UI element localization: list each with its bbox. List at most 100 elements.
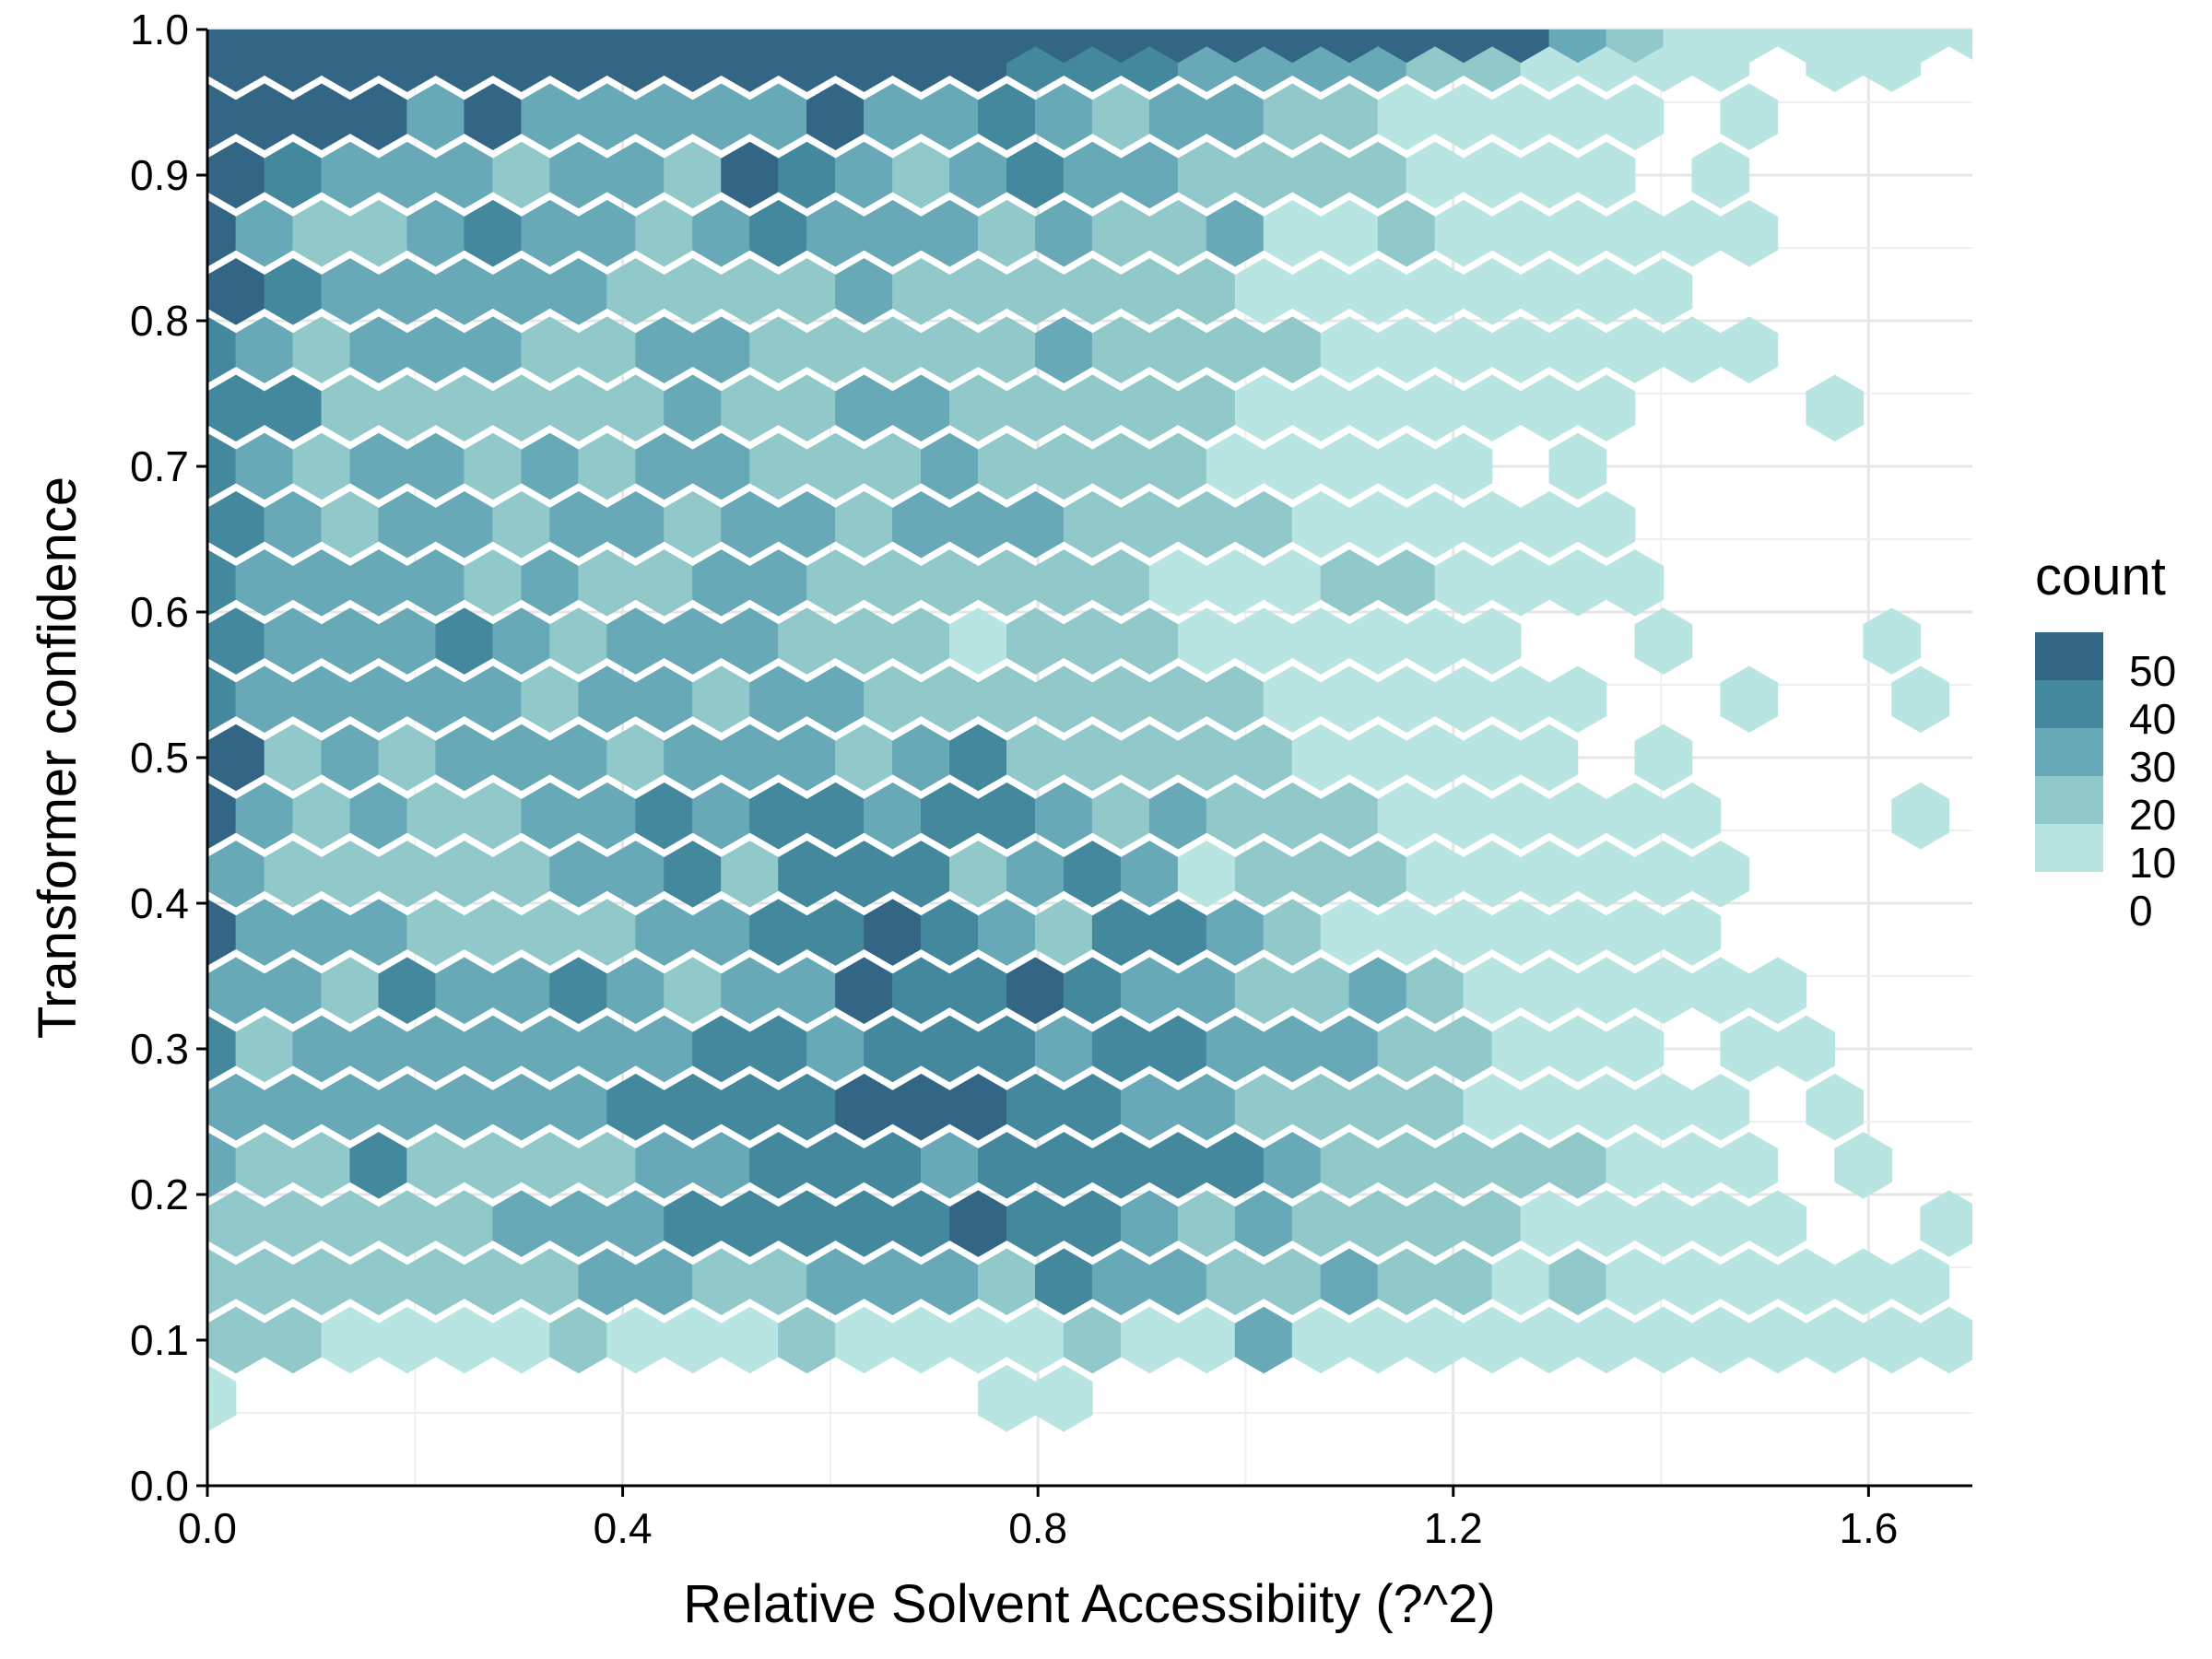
- hexbin-cell: [1463, 141, 1522, 209]
- hexbin-cell: [1206, 1248, 1265, 1316]
- hexbin-cell: [349, 665, 408, 734]
- hexbin-cell: [264, 258, 323, 325]
- hexbin-cell: [264, 374, 323, 442]
- y-tick-label: 0.7: [130, 442, 189, 490]
- hexbin-cell: [664, 490, 722, 559]
- hexbin-cell: [892, 1306, 950, 1374]
- hexbin-cell: [721, 490, 779, 559]
- hexbin-cell: [292, 199, 351, 267]
- hexbin-cell: [1406, 957, 1465, 1025]
- hexbin-cell: [606, 607, 665, 675]
- y-tick-label: 0.1: [130, 1316, 189, 1364]
- hexbin-cell: [664, 141, 722, 209]
- hexbin-cell: [1406, 724, 1465, 792]
- hexbin-cell: [1406, 490, 1465, 559]
- hexbin-cell: [521, 316, 580, 383]
- hexbin-cell: [749, 899, 807, 966]
- hexbin-cell: [635, 1015, 693, 1083]
- hexbin-cell: [1720, 1015, 1779, 1083]
- hexbin-cell: [549, 724, 608, 792]
- hexbin-cell: [635, 29, 693, 64]
- hexbin-cell: [264, 141, 323, 209]
- hexbin-cell: [664, 258, 722, 325]
- hexbin-cell: [1206, 316, 1265, 383]
- hexbin-cell: [835, 141, 893, 209]
- hexbin-cell: [1263, 316, 1322, 383]
- hexbin-cell: [549, 141, 608, 209]
- hexbin-cell: [1063, 1306, 1122, 1374]
- hexbin-cell: [464, 1132, 523, 1199]
- hexbin-cell: [1548, 29, 1607, 64]
- hexbin-cell: [1148, 316, 1207, 383]
- hexbin-cell: [635, 549, 693, 617]
- hexbin-cell: [921, 782, 979, 850]
- hexbin-cell: [1177, 1306, 1236, 1374]
- y-tick-label: 0.4: [130, 879, 189, 927]
- hexbin-cell: [1377, 1132, 1436, 1199]
- hexbin-cell: [1577, 490, 1636, 559]
- hexbin-cell: [1577, 1073, 1636, 1141]
- hexbin-cell: [721, 1306, 779, 1374]
- hexbin-cell: [1035, 549, 1093, 617]
- hexbin-cell: [1091, 432, 1150, 500]
- hexbin-cell: [864, 1015, 922, 1083]
- hexbin-cell: [921, 83, 979, 151]
- hexbin-cell: [949, 957, 1007, 1025]
- hexbin-cell: [578, 899, 637, 966]
- hexbin-cell: [892, 141, 950, 209]
- hexbin-cell: [1291, 1190, 1350, 1257]
- hexbin-cell: [1548, 199, 1607, 267]
- hexbin-cell: [321, 258, 380, 325]
- hexbin-cell: [1691, 1073, 1750, 1141]
- hexbin-cell: [1035, 83, 1093, 151]
- hexbin-cell: [606, 724, 665, 792]
- hexbin-cell: [1234, 490, 1293, 559]
- hexbin-cell: [1577, 1190, 1636, 1257]
- hexbin-cell: [949, 258, 1007, 325]
- hexbin-cell: [606, 1306, 665, 1374]
- hexbin-cell: [1606, 1132, 1665, 1199]
- hexbin-cell: [606, 841, 665, 908]
- hexbin-cell: [1091, 549, 1150, 617]
- hexbin-cell: [721, 141, 779, 209]
- hexbin-cell: [835, 957, 893, 1025]
- hexbin-cell: [464, 665, 523, 734]
- legend-label: 0: [2129, 887, 2153, 935]
- hexbin-cell: [778, 1073, 836, 1141]
- hexbin-cell: [949, 1073, 1007, 1141]
- hexbin-cell: [235, 782, 294, 850]
- hexbin-cell: [1634, 724, 1693, 792]
- hexbin-cell: [549, 841, 608, 908]
- hexbin-cell: [1263, 29, 1322, 64]
- hexbin-cell: [1606, 1015, 1665, 1083]
- legend-swatch: [2035, 680, 2103, 728]
- hexbin-cell: [1891, 29, 1950, 64]
- hexbin-cell: [1177, 1190, 1236, 1257]
- hexbin-cell: [1148, 665, 1207, 734]
- hexbin-cell: [1148, 1015, 1207, 1083]
- hexbin-cell: [349, 199, 408, 267]
- hexbin-cell: [1234, 374, 1293, 442]
- hexbin-cell: [1320, 199, 1379, 267]
- hexbin-cell: [921, 432, 979, 500]
- hexbin-cell: [949, 490, 1007, 559]
- hexbin-cell: [264, 957, 323, 1025]
- hexbin-cell: [1234, 607, 1293, 675]
- hexbin-cell: [1634, 258, 1693, 325]
- hexbin-cell: [264, 841, 323, 908]
- hexbin-cell: [378, 1306, 437, 1374]
- hexbin-cell: [921, 899, 979, 966]
- hexbin-cell: [1663, 199, 1722, 267]
- hexbin-cell: [835, 1306, 893, 1374]
- hexbin-cell: [1148, 1132, 1207, 1199]
- hexbin-cell: [692, 665, 750, 734]
- hexbin-cell: [1006, 607, 1065, 675]
- hexbin-cell: [1491, 29, 1550, 64]
- hexbin-cell: [1091, 782, 1150, 850]
- hexbin-cell: [1720, 29, 1779, 64]
- hexbin-cell: [1663, 1248, 1722, 1316]
- hexbin-cell: [207, 1190, 265, 1257]
- hexbin-cell: [892, 841, 950, 908]
- hexbin-cell: [207, 258, 265, 325]
- hexbin-cell: [1577, 258, 1636, 325]
